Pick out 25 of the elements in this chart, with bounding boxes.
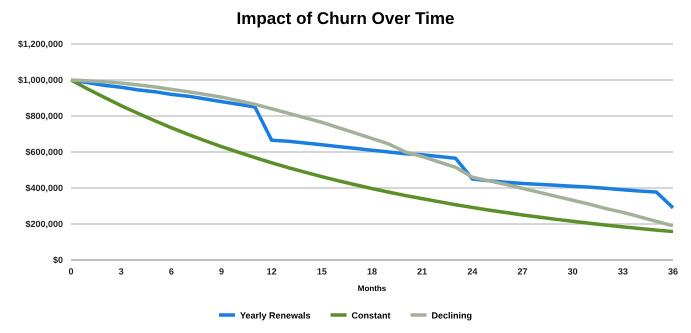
x-tick-label: 9 [218, 266, 224, 276]
y-tick-label: $1,200,000 [18, 38, 63, 49]
x-tick-label: 12 [266, 266, 277, 276]
y-tick-label: $800,000 [25, 110, 63, 121]
chart-title: Impact of Churn Over Time [236, 9, 454, 28]
x-tick-label: 0 [68, 266, 74, 276]
x-tick-label: 33 [618, 266, 628, 276]
x-tick-label: 21 [417, 266, 428, 276]
y-tick-label: $400,000 [25, 182, 63, 193]
y-tick-label: $0 [52, 254, 63, 265]
x-tick-label: 30 [568, 266, 578, 276]
x-axis-title: Months [358, 284, 387, 293]
legend-label: Declining [432, 310, 472, 320]
x-tick-label: 3 [118, 266, 124, 276]
x-tick-label: 6 [168, 266, 174, 276]
x-tick-label: 24 [467, 266, 478, 276]
x-tick-label: 27 [517, 266, 528, 276]
y-tick-label: $1,000,000 [18, 74, 63, 85]
legend-label: Yearly Renewals [240, 310, 311, 320]
x-tick-label: 18 [366, 266, 378, 276]
y-tick-label: $600,000 [25, 146, 63, 157]
y-tick-label: $200,000 [25, 218, 63, 229]
x-tick-label: 15 [316, 266, 327, 276]
x-tick-label: 36 [668, 266, 678, 276]
legend-label: Constant [352, 310, 391, 320]
